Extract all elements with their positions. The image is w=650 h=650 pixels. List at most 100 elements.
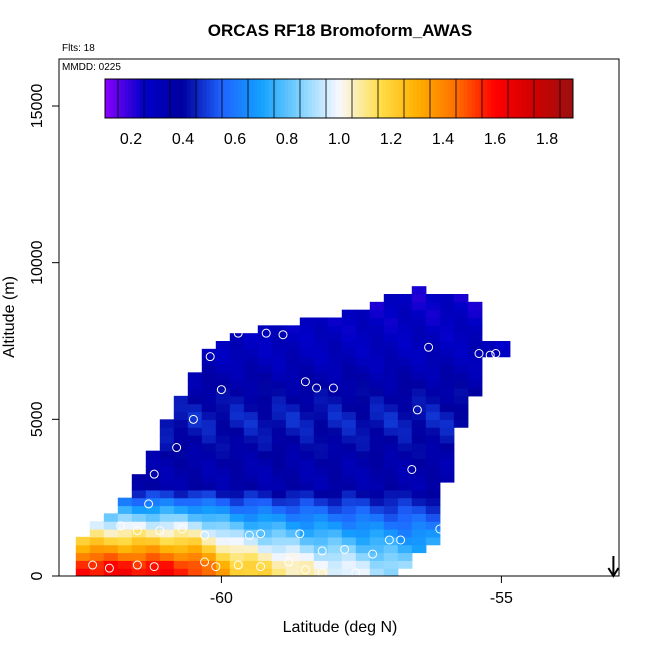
observation-point [104, 563, 114, 573]
colorbar-segment [541, 79, 547, 118]
field-cell [215, 388, 231, 397]
field-cell [215, 450, 231, 460]
field-cell [369, 466, 385, 475]
field-cell [271, 427, 287, 436]
field-cell [187, 435, 203, 444]
field-cell [215, 419, 231, 428]
field-cell [383, 529, 399, 538]
field-cell [145, 482, 161, 491]
field-cell [369, 505, 385, 514]
colorbar-segment [506, 79, 512, 118]
colorbar-segment [307, 79, 313, 118]
field-cell [383, 294, 399, 303]
field-cell [201, 489, 217, 499]
colorbar-segment [342, 79, 348, 118]
field-cell [383, 325, 399, 334]
field-cell [201, 568, 217, 576]
field-cell [271, 333, 287, 342]
colorbar-segment [233, 79, 239, 118]
colorbar: 0.2 0.4 0.6 0.8 1.0 1.2 1.4 1.6 1.8 [104, 78, 574, 148]
colorbar-segment [331, 79, 336, 118]
field-cell [257, 568, 273, 576]
colorbar-segment [257, 79, 262, 118]
field-cell [439, 333, 455, 342]
field-cell [313, 552, 329, 561]
field-cell [327, 348, 343, 358]
field-cell [187, 427, 203, 436]
field-cell [341, 568, 357, 576]
field-cell [411, 411, 427, 420]
field-cell [397, 544, 413, 554]
field-cell [117, 544, 133, 554]
field-cell [383, 442, 399, 452]
field-cell [327, 333, 343, 342]
field-cell [229, 521, 245, 530]
field-cell [355, 364, 371, 373]
field-cell [341, 458, 357, 467]
field-cell [201, 403, 217, 413]
field-cell [425, 411, 441, 420]
observation-point [200, 557, 210, 567]
field-cell [425, 536, 441, 546]
colorbar-segment [303, 79, 309, 118]
observation-point [396, 535, 406, 545]
field-cell [159, 450, 175, 460]
field-cell [341, 341, 357, 350]
field-cell [327, 325, 343, 334]
field-cell [145, 505, 161, 514]
field-cell [229, 388, 245, 397]
field-cell [285, 411, 301, 420]
field-cell [285, 325, 301, 334]
field-cell [453, 333, 469, 342]
colorbar-segment [311, 79, 317, 118]
field-cell [215, 380, 231, 389]
field-cell [369, 388, 385, 397]
field-cell [425, 489, 441, 499]
field-cell [439, 301, 455, 311]
field-cell [201, 552, 217, 561]
field-cell [411, 435, 427, 444]
field-cell [369, 419, 385, 428]
field-cell [229, 552, 245, 561]
y-tick-label: 0 [29, 571, 46, 580]
colorbar-segment [237, 79, 242, 118]
field-cell [271, 489, 287, 499]
observation-point [496, 302, 506, 312]
field-cell [299, 497, 315, 507]
colorbar-segment [526, 79, 531, 118]
field-cell [383, 474, 399, 483]
observation-point [317, 568, 327, 576]
field-cell [201, 513, 217, 522]
colorbar-segment [401, 79, 406, 118]
field-cell [313, 372, 329, 381]
field-cell [257, 552, 273, 561]
field-cell [327, 521, 343, 530]
field-cell [439, 450, 455, 460]
observation-point [312, 383, 322, 393]
field-cell [383, 458, 399, 467]
observation-point [177, 524, 187, 534]
field-cell [397, 505, 413, 514]
observation-point [317, 546, 327, 556]
field-cell [159, 521, 175, 530]
colorbar-segment [420, 79, 426, 118]
field-cell [397, 552, 413, 561]
field-cell [355, 536, 371, 546]
field-cell [425, 482, 441, 491]
field-cell [411, 419, 427, 428]
field-cell [369, 560, 385, 569]
field-cell [173, 403, 189, 413]
colorbar-segment [346, 79, 352, 118]
y-tick-label: 10000 [29, 240, 46, 285]
field-cell [257, 419, 273, 428]
field-cell [159, 435, 175, 444]
field-cell [383, 341, 399, 350]
field-cell [383, 317, 399, 326]
field-cell [257, 466, 273, 475]
field-cell [425, 419, 441, 428]
colorbar-tick-label: 1.6 [484, 131, 506, 148]
field-cell [173, 458, 189, 467]
field-cell [159, 544, 175, 554]
field-cell [229, 450, 245, 460]
field-cell [425, 442, 441, 452]
